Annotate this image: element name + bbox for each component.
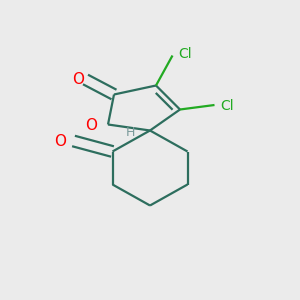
Text: O: O [72,72,84,87]
Text: Cl: Cl [220,100,234,113]
Text: O: O [85,118,98,134]
Text: H: H [126,125,135,139]
Text: Cl: Cl [178,47,192,61]
Text: O: O [54,134,66,148]
